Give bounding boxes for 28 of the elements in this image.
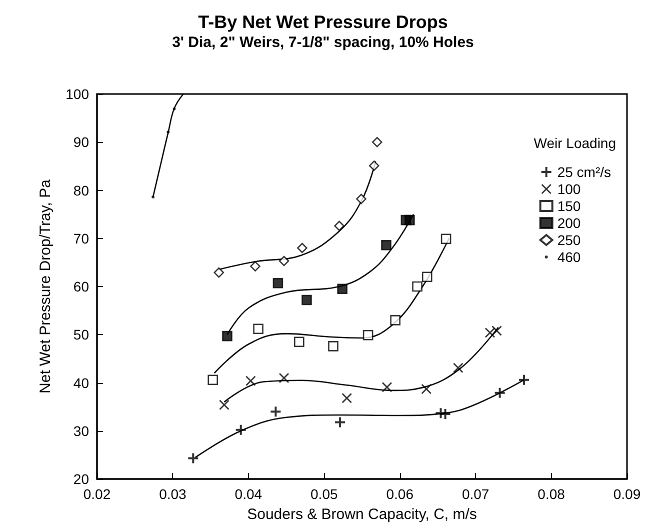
legend-label: 100: [557, 181, 581, 197]
legend-label: 150: [557, 198, 581, 214]
y-tick-label: 50: [73, 326, 90, 343]
x-tick-label: 0.07: [462, 486, 490, 502]
x-tick-label: 0.06: [386, 486, 414, 502]
legend-title: Weir Loading: [534, 135, 616, 151]
y-tick-label: 30: [73, 422, 90, 439]
legend-label: 250: [557, 232, 581, 248]
legend-label: 25 cm²/s: [557, 164, 612, 180]
x-tick-label: 0.04: [234, 486, 262, 502]
y-tick-label: 20: [73, 471, 90, 487]
y-tick-label: 60: [73, 278, 90, 294]
x-tick-label: 0.09: [613, 486, 641, 502]
y-tick-label: 40: [73, 374, 90, 391]
chart-title: T-By Net Wet Pressure Drops: [198, 12, 448, 32]
y-axis-title: Net Wet Pressure Drop/Tray, Pa: [37, 178, 54, 394]
chart-subtitle: 3' Dia, 2" Weirs, 7-1/8" spacing, 10% Holes: [172, 34, 474, 51]
x-tick-label: 0.02: [83, 486, 111, 502]
x-tick-label: 0.08: [538, 486, 566, 502]
x-tick-label: 0.05: [310, 486, 338, 502]
y-tick-label: 70: [73, 230, 90, 246]
legend-label: 460: [557, 249, 581, 265]
y-tick-label: 100: [66, 86, 90, 102]
x-tick-label: 0.03: [159, 486, 187, 502]
y-tick-label: 80: [73, 182, 90, 198]
legend-label: 200: [557, 215, 581, 231]
y-tick-label: 90: [73, 134, 90, 150]
x-axis-title: Souders & Brown Capacity, C, m/s: [247, 506, 477, 523]
